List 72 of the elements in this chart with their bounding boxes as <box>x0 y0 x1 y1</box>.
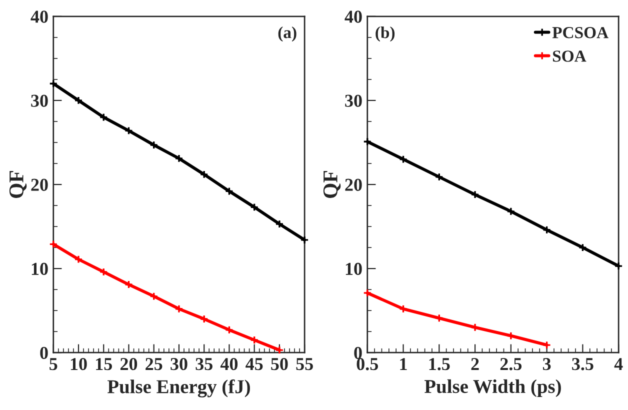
point <box>200 314 208 324</box>
x-tick-label: 4 <box>614 358 623 370</box>
point <box>300 236 309 244</box>
point <box>542 340 552 350</box>
y-tick-label: 20 <box>31 178 48 191</box>
point <box>224 326 234 334</box>
point <box>74 96 83 105</box>
x-tick-label: 0.5 <box>356 358 378 370</box>
annotation: (b) <box>376 26 395 42</box>
point <box>124 280 134 289</box>
y-tick-label: 30 <box>31 94 48 107</box>
point <box>506 331 516 340</box>
x-tick-label: 30 <box>170 358 188 370</box>
point <box>174 154 184 163</box>
point <box>124 126 134 136</box>
point <box>363 288 372 298</box>
x-tick-label: 3 <box>542 358 551 370</box>
point <box>49 240 58 248</box>
x-tick-label: 1 <box>400 358 407 370</box>
point <box>470 190 480 199</box>
point <box>542 226 552 234</box>
point <box>614 262 623 270</box>
x-tick-label: 10 <box>70 358 87 370</box>
x-tick-label: 55 <box>296 358 313 370</box>
x-tick-label: 20 <box>120 358 138 370</box>
x-tick-label: 25 <box>146 358 162 370</box>
point <box>363 137 372 146</box>
point <box>174 304 184 314</box>
x-axis-title: Pulse Energy (fJ) <box>107 379 250 398</box>
y-tick-label: 40 <box>344 10 362 23</box>
x-tick-label: 1.5 <box>429 358 450 370</box>
y-tick-label: 0 <box>354 346 362 360</box>
x-tick-label: 45 <box>246 358 263 370</box>
point <box>250 336 259 344</box>
point <box>250 202 259 212</box>
x-tick-label: 50 <box>271 358 288 370</box>
point <box>74 254 83 264</box>
x-axis-title: Pulse Width (ps) <box>424 379 561 398</box>
y-tick-label: 20 <box>345 178 362 191</box>
point <box>398 304 408 314</box>
point <box>470 323 480 332</box>
y-tick-label: 40 <box>30 10 48 23</box>
point <box>398 154 408 164</box>
y-tick-label: 10 <box>32 262 48 275</box>
point <box>150 140 158 150</box>
x-tick-label: 35 <box>196 358 212 370</box>
x-tick-label: 3.5 <box>572 358 594 370</box>
point <box>506 207 516 216</box>
point <box>49 79 58 88</box>
legend-label: PCSOA <box>552 27 608 38</box>
y-tick-label: 0 <box>40 346 48 360</box>
point <box>150 292 158 301</box>
x-tick-label: 2.5 <box>500 358 522 370</box>
point <box>275 346 284 354</box>
x-tick-label: 2 <box>471 358 479 370</box>
point <box>99 268 108 276</box>
y-axis-title: QF <box>9 171 27 198</box>
point <box>275 220 284 228</box>
point <box>224 186 234 196</box>
point <box>200 170 208 179</box>
legend-label: SOA <box>552 50 586 62</box>
point <box>434 172 444 182</box>
y-tick-label: 10 <box>346 262 362 275</box>
x-tick-label: 5 <box>50 358 58 370</box>
x-tick-label: 15 <box>96 358 112 370</box>
point <box>99 112 108 122</box>
annotation: (a) <box>278 26 296 42</box>
point <box>578 243 587 252</box>
point <box>434 314 444 322</box>
y-axis-title: QF <box>323 171 341 198</box>
y-tick-label: 30 <box>345 94 362 107</box>
x-tick-label: 40 <box>220 358 238 370</box>
